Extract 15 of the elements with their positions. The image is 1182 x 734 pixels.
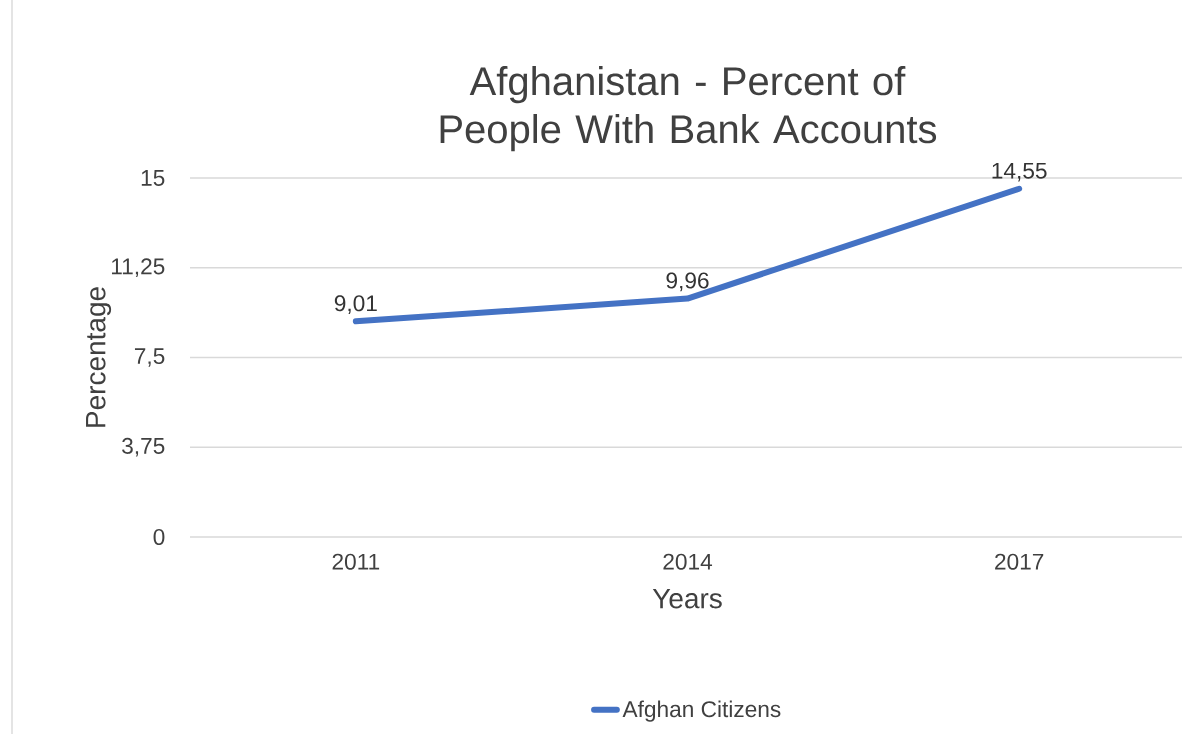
y-tick-label: 7,5 xyxy=(134,348,165,367)
x-tick-label: 2014 xyxy=(663,553,713,570)
data-label: 9,01 xyxy=(334,295,377,314)
y-tick-label: 11,25 xyxy=(111,258,165,278)
x-axis-title: Years xyxy=(652,588,722,609)
legend-label: Afghan Citizens xyxy=(622,700,781,722)
y-tick-label: 15 xyxy=(141,170,165,186)
data-label: 14,55 xyxy=(992,162,1047,182)
y-tick-label: 0 xyxy=(153,528,165,546)
x-tick-label: 2011 xyxy=(332,553,380,570)
x-tick-label: 2017 xyxy=(995,553,1044,570)
chart-title: Afghanistan - Percent of People With Bank Accounts xyxy=(440,65,937,152)
y-axis-title: Percentage xyxy=(86,287,112,427)
y-tick-label: 3,75 xyxy=(122,437,165,457)
data-label: 9,96 xyxy=(666,272,709,292)
